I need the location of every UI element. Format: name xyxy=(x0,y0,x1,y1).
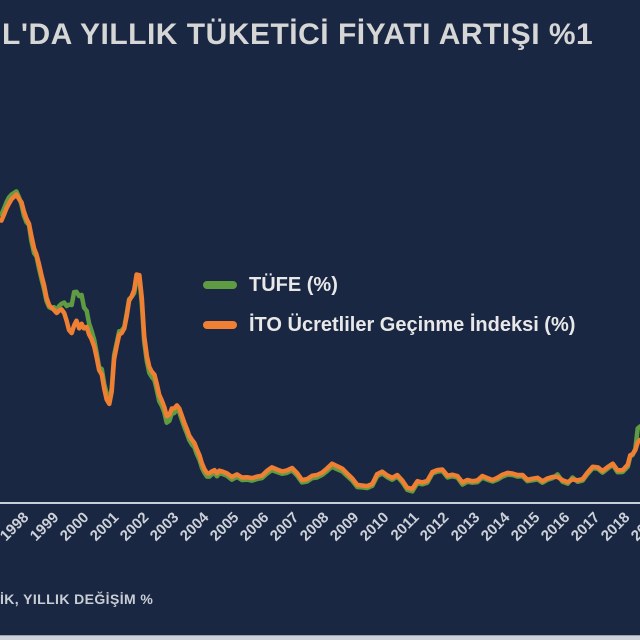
chart-legend: TÜFE (%) İTO Ücretliler Geçinme İndeksi … xyxy=(203,272,575,352)
legend-item-ito: İTO Ücretliler Geçinme İndeksi (%) xyxy=(203,312,575,338)
source-caption: İK, YILLIK DEĞİŞİM % xyxy=(0,591,154,607)
tufe-line-swatch-icon xyxy=(203,281,237,289)
legend-label-ito: İTO Ücretliler Geçinme İndeksi (%) xyxy=(249,313,576,336)
legend-item-tufe: TÜFE (%) xyxy=(203,272,575,298)
x-axis-line xyxy=(0,502,640,504)
chart-title: L'DA YILLIK TÜKETİCİ FİYATI ARTIŞI %1 xyxy=(2,18,594,51)
bottom-border xyxy=(0,635,640,640)
ito-line-swatch-icon xyxy=(203,321,237,329)
series-line-1 xyxy=(0,192,640,492)
legend-label-tufe: TÜFE (%) xyxy=(249,273,338,296)
